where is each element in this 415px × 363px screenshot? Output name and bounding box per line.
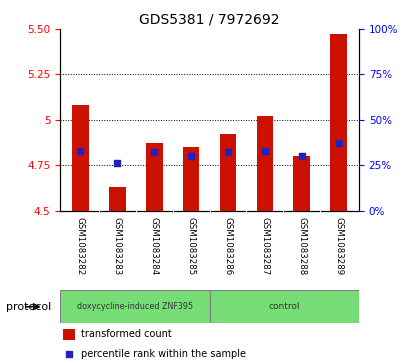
Text: GSM1083287: GSM1083287 bbox=[260, 217, 269, 275]
Text: GSM1083286: GSM1083286 bbox=[224, 217, 232, 275]
Bar bbox=[72, 105, 89, 211]
Text: GSM1083285: GSM1083285 bbox=[187, 217, 195, 275]
Bar bbox=[146, 143, 163, 211]
Text: GSM1083283: GSM1083283 bbox=[113, 217, 122, 275]
Point bbox=[77, 148, 84, 154]
Bar bbox=[63, 329, 75, 340]
Text: percentile rank within the sample: percentile rank within the sample bbox=[81, 349, 246, 359]
Bar bbox=[210, 290, 359, 323]
Text: GSM1083284: GSM1083284 bbox=[150, 217, 159, 275]
Bar bbox=[109, 187, 126, 211]
Text: GSM1083289: GSM1083289 bbox=[334, 217, 343, 275]
Bar bbox=[256, 116, 273, 211]
Bar bbox=[220, 134, 236, 211]
Point bbox=[335, 140, 342, 146]
Point bbox=[66, 351, 73, 357]
Text: doxycycline-induced ZNF395: doxycycline-induced ZNF395 bbox=[77, 302, 193, 311]
Text: protocol: protocol bbox=[6, 302, 51, 312]
Text: GSM1083282: GSM1083282 bbox=[76, 217, 85, 275]
Title: GDS5381 / 7972692: GDS5381 / 7972692 bbox=[139, 12, 280, 26]
Bar bbox=[330, 34, 347, 211]
Bar bbox=[183, 147, 200, 211]
Text: GSM1083288: GSM1083288 bbox=[297, 217, 306, 275]
Point bbox=[261, 148, 268, 154]
Point bbox=[225, 150, 231, 155]
Text: control: control bbox=[269, 302, 300, 311]
Point bbox=[151, 150, 158, 155]
Bar bbox=[293, 156, 310, 211]
Text: transformed count: transformed count bbox=[81, 329, 172, 339]
Point bbox=[114, 160, 121, 166]
Point bbox=[188, 153, 195, 159]
Bar bbox=[60, 290, 210, 323]
Point bbox=[298, 153, 305, 159]
